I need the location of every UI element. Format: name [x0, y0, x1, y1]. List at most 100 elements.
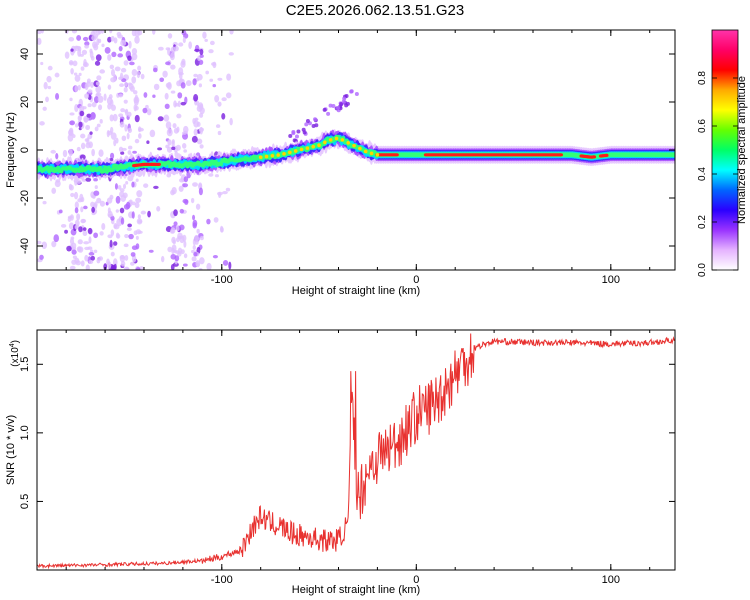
noise-blob: [181, 58, 186, 66]
noise-blob: [88, 259, 94, 264]
noise-blob: [64, 51, 70, 59]
noise-blob: [192, 182, 198, 187]
noise-blob: [131, 48, 138, 55]
noise-blob: [204, 38, 208, 42]
noise-blob: [191, 256, 197, 262]
noise-blob: [176, 126, 180, 133]
noise-blob: [195, 203, 201, 210]
noise-blob: [84, 44, 89, 49]
noise-blob: [74, 207, 79, 214]
noise-blob: [107, 103, 112, 110]
noise-blob: [161, 255, 165, 263]
noise-blob: [214, 95, 220, 103]
noise-blob: [103, 93, 107, 101]
harmonic-blob: [336, 106, 341, 111]
ridge-core-cell: [156, 162, 161, 166]
noise-blob: [121, 135, 127, 142]
noise-blob: [178, 178, 185, 183]
noise-blob: [54, 72, 60, 78]
noise-blob: [74, 85, 79, 93]
noise-blob: [114, 66, 121, 72]
noise-blob: [53, 234, 60, 243]
noise-blob: [192, 78, 197, 86]
noise-blob: [86, 81, 91, 88]
noise-blob: [174, 45, 179, 52]
ridge-highlight: [375, 153, 380, 157]
noise-blob: [226, 73, 232, 81]
noise-blob: [193, 251, 198, 257]
noise-blob: [101, 222, 106, 230]
noise-blob: [198, 267, 203, 270]
noise-blob: [199, 54, 204, 58]
noise-blob: [119, 121, 125, 128]
noise-blob: [41, 241, 48, 249]
noise-blob: [81, 49, 88, 55]
noise-blob: [132, 150, 137, 154]
noise-blob: [127, 55, 132, 61]
noise-blob: [123, 99, 128, 104]
noise-blob: [131, 201, 136, 206]
noise-blob: [75, 260, 81, 266]
noise-blob: [225, 187, 231, 192]
snr-x-axis: -100 0 100: [65, 330, 651, 586]
noise-blob: [79, 154, 86, 160]
noise-blob: [199, 112, 204, 118]
x-tick-label: 100: [602, 574, 620, 586]
noise-blob: [70, 236, 75, 240]
noise-blob: [78, 121, 83, 128]
noise-blob: [199, 48, 204, 56]
noise-blob: [124, 81, 128, 87]
noise-blob: [85, 124, 91, 131]
noise-blob: [107, 234, 113, 239]
harmonic-blob: [322, 107, 327, 112]
noise-blob: [69, 184, 74, 191]
noise-blob: [228, 52, 234, 56]
noise-blob: [54, 180, 61, 188]
noise-blob: [73, 45, 80, 52]
noise-blob: [74, 123, 79, 128]
ridge-core-cell: [604, 153, 609, 157]
noise-blob: [110, 215, 115, 221]
noise-blob: [118, 93, 124, 98]
noise-blob: [134, 30, 140, 38]
noise-blob: [131, 53, 138, 61]
noise-blob: [69, 97, 73, 102]
noise-blob: [85, 264, 90, 270]
noise-blob: [37, 30, 42, 35]
noise-blob: [99, 200, 106, 207]
noise-blob: [137, 65, 142, 71]
noise-blob: [93, 201, 98, 208]
noise-blob: [97, 95, 104, 103]
spectrogram-x-label: Height of straight line (km): [292, 285, 420, 297]
noise-blob: [120, 108, 126, 113]
noise-blob: [113, 224, 120, 230]
noise-blob: [180, 101, 187, 106]
noise-blob: [193, 93, 199, 102]
noise-blob: [198, 187, 203, 196]
noise-blob: [158, 46, 164, 51]
colorbar-tick-label: 0.4: [697, 167, 708, 181]
noise-blob: [51, 240, 57, 248]
noise-blob: [118, 45, 123, 52]
noise-blob: [228, 261, 232, 270]
ridge-highlight: [270, 153, 275, 158]
noise-blob: [194, 48, 200, 52]
harmonic-blob: [344, 94, 349, 99]
noise-blob: [164, 103, 170, 109]
noise-blob: [113, 263, 117, 270]
noise-blob: [156, 205, 161, 212]
noise-blob: [170, 90, 176, 94]
noise-blob: [87, 89, 93, 94]
harmonic-blob: [305, 118, 310, 123]
noise-blob: [183, 149, 187, 153]
noise-blob: [116, 233, 121, 239]
noise-blob: [153, 185, 159, 190]
noise-blob: [229, 117, 233, 126]
noise-blob: [69, 238, 75, 245]
noise-blob: [192, 219, 198, 227]
noise-blob: [110, 132, 117, 140]
noise-blob: [120, 260, 126, 267]
y-tick-label: 1.5: [19, 357, 31, 372]
noise-blob: [178, 73, 183, 80]
noise-blob: [107, 84, 112, 90]
